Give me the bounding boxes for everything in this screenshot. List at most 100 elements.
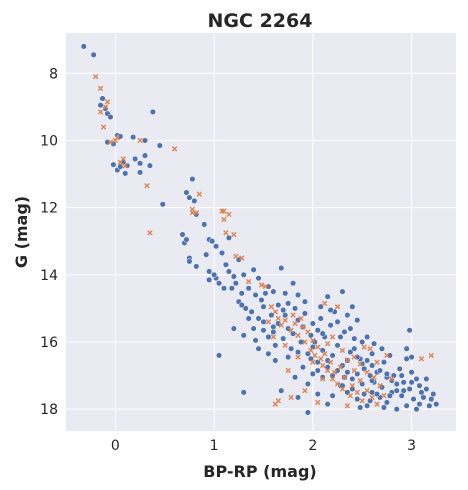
- member-point: [305, 410, 311, 416]
- member-point: [345, 312, 351, 318]
- member-point: [216, 280, 222, 286]
- member-point: [354, 396, 360, 402]
- member-point: [325, 294, 331, 300]
- member-point: [371, 341, 377, 347]
- member-point: [394, 388, 400, 394]
- member-point: [206, 277, 212, 283]
- member-point: [421, 395, 427, 401]
- member-point: [352, 336, 358, 342]
- member-point: [275, 302, 281, 308]
- y-tick-label: 8: [49, 66, 58, 82]
- member-point: [226, 235, 232, 241]
- member-point: [231, 274, 237, 280]
- member-point: [315, 327, 321, 333]
- member-point: [364, 358, 370, 364]
- member-point: [142, 153, 148, 159]
- member-point: [364, 403, 370, 409]
- member-point: [266, 334, 272, 340]
- member-point: [419, 390, 425, 396]
- member-point: [411, 396, 417, 402]
- member-point: [98, 102, 104, 108]
- member-point: [142, 138, 148, 144]
- member-point: [180, 232, 186, 238]
- member-point: [401, 388, 407, 394]
- member-point: [338, 334, 344, 340]
- member-point: [384, 400, 390, 406]
- member-point: [335, 319, 341, 325]
- y-tick-label: 10: [40, 133, 58, 149]
- member-point: [187, 259, 193, 265]
- member-point: [325, 401, 331, 407]
- member-point: [330, 393, 336, 399]
- member-point: [249, 309, 255, 315]
- member-point: [340, 289, 346, 295]
- member-point: [430, 391, 436, 397]
- member-point: [137, 170, 143, 176]
- member-point: [253, 338, 259, 344]
- member-point: [137, 161, 143, 167]
- y-tick-label: 12: [40, 201, 58, 217]
- member-point: [256, 316, 262, 322]
- member-point: [295, 292, 301, 298]
- member-point: [394, 381, 400, 387]
- member-point: [278, 265, 284, 271]
- member-point: [81, 44, 87, 50]
- member-point: [209, 238, 215, 244]
- member-point: [241, 390, 247, 396]
- member-point: [424, 376, 430, 382]
- x-axis-label: BP-RP (mag): [203, 462, 316, 481]
- member-point: [251, 326, 257, 332]
- member-point: [266, 351, 272, 357]
- member-point: [310, 371, 316, 377]
- member-point: [100, 96, 106, 102]
- member-point: [302, 299, 308, 305]
- member-point: [292, 306, 298, 312]
- member-point: [300, 364, 306, 370]
- member-point: [315, 368, 321, 374]
- member-point: [387, 393, 393, 399]
- member-point: [417, 401, 423, 407]
- x-tick-label: 1: [210, 438, 219, 454]
- member-point: [233, 280, 239, 286]
- member-point: [417, 383, 423, 389]
- x-tick-label: 0: [111, 438, 120, 454]
- member-point: [206, 269, 212, 275]
- member-point: [359, 339, 365, 345]
- member-point: [221, 285, 227, 291]
- member-point: [282, 290, 288, 296]
- member-point: [357, 405, 363, 411]
- member-point: [350, 304, 356, 310]
- member-point: [290, 280, 296, 286]
- member-point: [409, 354, 415, 360]
- member-point: [407, 386, 413, 392]
- member-point: [433, 401, 439, 407]
- member-point: [239, 302, 245, 308]
- member-point: [315, 391, 321, 397]
- member-point: [111, 162, 117, 168]
- member-point: [259, 297, 265, 303]
- member-point: [261, 327, 267, 333]
- member-point: [424, 386, 430, 392]
- member-point: [295, 349, 301, 355]
- member-point: [305, 381, 311, 387]
- member-point: [330, 353, 336, 359]
- y-tick-label: 16: [40, 335, 58, 351]
- member-point: [280, 336, 286, 342]
- member-point: [130, 134, 136, 140]
- member-point: [273, 358, 279, 364]
- member-point: [352, 346, 358, 352]
- member-point: [241, 272, 247, 278]
- member-point: [150, 109, 156, 115]
- member-point: [328, 322, 334, 328]
- member-point: [273, 343, 279, 349]
- member-point: [328, 307, 334, 313]
- member-point: [226, 269, 232, 275]
- member-point: [381, 359, 387, 365]
- member-point: [256, 346, 262, 352]
- member-point: [192, 198, 198, 204]
- member-point: [354, 317, 360, 323]
- member-point: [261, 319, 267, 325]
- member-point: [369, 351, 375, 357]
- member-point: [211, 272, 217, 278]
